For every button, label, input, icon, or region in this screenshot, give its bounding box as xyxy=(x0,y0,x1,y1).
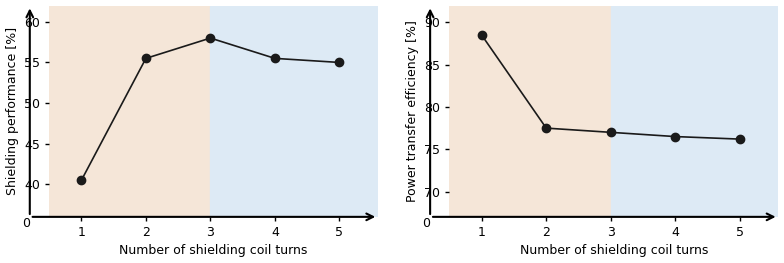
Bar xyxy=(449,6,611,217)
Bar xyxy=(49,6,210,217)
Text: 0: 0 xyxy=(22,217,30,230)
Y-axis label: Power transfer efficiency [%]: Power transfer efficiency [%] xyxy=(406,20,419,202)
Bar xyxy=(611,6,779,217)
Text: 0: 0 xyxy=(422,217,430,230)
Bar xyxy=(210,6,378,217)
X-axis label: Number of shielding coil turns: Number of shielding coil turns xyxy=(119,244,308,257)
X-axis label: Number of shielding coil turns: Number of shielding coil turns xyxy=(520,244,708,257)
Y-axis label: Shielding performance [%]: Shielding performance [%] xyxy=(5,27,19,195)
